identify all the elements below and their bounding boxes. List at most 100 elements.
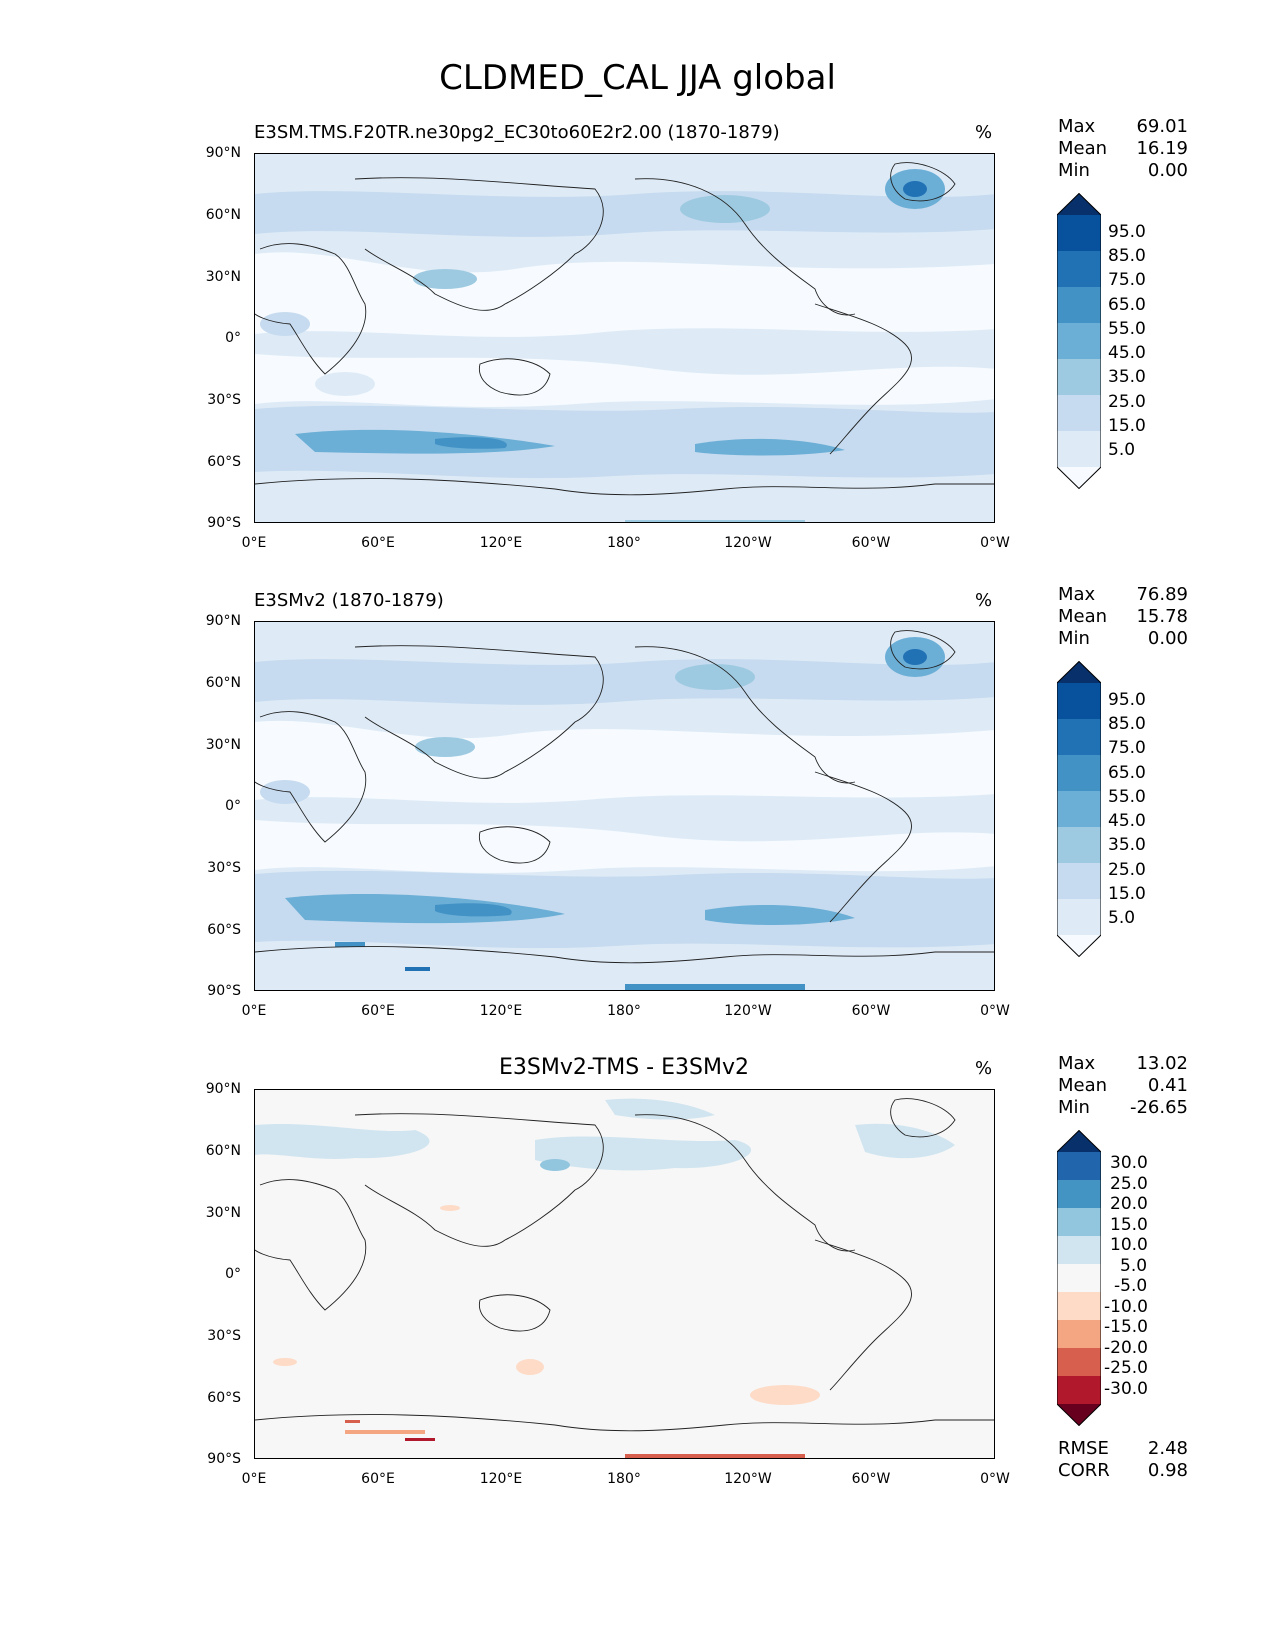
colorbar-swatch [1057, 1404, 1101, 1426]
cb1-label-9: 5.0 [1108, 440, 1136, 460]
panel-1-colorbar [1056, 192, 1102, 490]
stat-min: Min -26.65 [1058, 1097, 1188, 1118]
ytick-60s: 60°S [207, 454, 241, 470]
colorbar-swatch [1057, 359, 1101, 396]
panel-1-map [254, 153, 995, 523]
xtick-180: 180° [607, 535, 641, 551]
xtick-0e: 0°E [241, 1003, 267, 1019]
cb2-label-5: 45.0 [1108, 811, 1146, 831]
cb2-label-2: 75.0 [1108, 738, 1146, 758]
cb2-label-8: 15.0 [1108, 884, 1146, 904]
ytick-30s: 30°S [207, 860, 241, 876]
xtick-0e: 0°E [241, 535, 267, 551]
cb2-label-3: 65.0 [1108, 763, 1146, 783]
cb1-label-8: 15.0 [1108, 416, 1146, 436]
panel-1-field [255, 154, 994, 522]
ytick-90n: 90°N [205, 1081, 241, 1097]
cb3-label-10: -25.0 [1104, 1358, 1148, 1378]
stat-min: Min 0.00 [1058, 160, 1188, 181]
xtick-120w: 120°W [724, 535, 772, 551]
panel-1-title: E3SM.TMS.F20TR.ne30pg2_EC30to60E2r2.00 (… [254, 122, 780, 143]
xtick-0w: 0°W [980, 1471, 1010, 1487]
cb3-label-4: 10.0 [1110, 1235, 1148, 1255]
ytick-90s: 90°S [207, 515, 241, 531]
cb1-label-3: 65.0 [1108, 295, 1146, 315]
cb3-label-8: -15.0 [1104, 1317, 1148, 1337]
colorbar-swatch [1057, 827, 1101, 864]
cb2-label-7: 25.0 [1108, 860, 1146, 880]
cb1-label-2: 75.0 [1108, 270, 1146, 290]
cb3-label-5: 5.0 [1120, 1256, 1148, 1276]
colorbar-swatch [1057, 719, 1101, 756]
metric-rmse: RMSE 2.48 [1058, 1438, 1188, 1459]
ytick-90s: 90°S [207, 1451, 241, 1467]
colorbar-swatch [1057, 1292, 1101, 1321]
colorbar-swatch [1057, 395, 1101, 432]
cb3-label-11: -30.0 [1104, 1379, 1148, 1399]
panel-2-map [254, 621, 995, 991]
panel-3-unit: % [975, 1058, 993, 1079]
stat-mean: Mean 16.19 [1058, 138, 1188, 159]
cb1-label-0: 95.0 [1108, 222, 1146, 242]
ytick-60s: 60°S [207, 1390, 241, 1406]
xtick-60e: 60°E [361, 1003, 395, 1019]
panel-1-colorbar-swatches [1056, 192, 1102, 490]
panel-2-unit: % [975, 590, 993, 611]
cb1-label-5: 45.0 [1108, 343, 1146, 363]
figure-title: CLDMED_CAL JJA global [439, 58, 836, 98]
ytick-90n: 90°N [205, 145, 241, 161]
ytick-30s: 30°S [207, 392, 241, 408]
stat-max: Max 69.01 [1058, 116, 1188, 137]
colorbar-swatch [1057, 1376, 1101, 1405]
ytick-60n: 60°N [205, 207, 241, 223]
colorbar-swatch [1057, 1130, 1101, 1152]
ytick-60s: 60°S [207, 922, 241, 938]
colorbar-swatch [1057, 1180, 1101, 1209]
colorbar-swatch [1057, 1152, 1101, 1181]
colorbar-swatch [1057, 323, 1101, 360]
xtick-60w: 60°W [851, 1003, 891, 1019]
ytick-0: 0° [225, 330, 241, 346]
cb3-label-9: -20.0 [1104, 1338, 1148, 1358]
ytick-90n: 90°N [205, 613, 241, 629]
colorbar-swatch [1057, 661, 1101, 683]
colorbar-swatch [1057, 1320, 1101, 1349]
panel-2-colorbar-swatches [1056, 660, 1102, 958]
stat-mean: Mean 0.41 [1058, 1075, 1188, 1096]
xtick-60w: 60°W [851, 535, 891, 551]
cb3-label-6: -5.0 [1114, 1276, 1148, 1296]
cb2-label-0: 95.0 [1108, 690, 1146, 710]
cb1-label-7: 25.0 [1108, 392, 1146, 412]
xtick-60e: 60°E [361, 535, 395, 551]
ytick-30n: 30°N [205, 1205, 241, 1221]
panel-3-title: E3SMv2-TMS - E3SMv2 [499, 1055, 749, 1080]
colorbar-swatch [1057, 1208, 1101, 1237]
xtick-120e: 120°E [479, 1471, 523, 1487]
xtick-60e: 60°E [361, 1471, 395, 1487]
colorbar-swatch [1057, 431, 1101, 468]
ytick-60n: 60°N [205, 675, 241, 691]
stat-mean: Mean 15.78 [1058, 606, 1188, 627]
cb2-label-1: 85.0 [1108, 714, 1146, 734]
colorbar-swatch [1057, 791, 1101, 828]
colorbar-swatch [1057, 755, 1101, 792]
xtick-120w: 120°W [724, 1471, 772, 1487]
xtick-120e: 120°E [479, 535, 523, 551]
xtick-120e: 120°E [479, 1003, 523, 1019]
xtick-0w: 0°W [980, 1003, 1010, 1019]
xtick-0w: 0°W [980, 535, 1010, 551]
cb3-label-0: 30.0 [1110, 1153, 1148, 1173]
ytick-90s: 90°S [207, 983, 241, 999]
colorbar-swatch [1057, 467, 1101, 489]
colorbar-swatch [1057, 215, 1101, 252]
panel-2-field [255, 622, 994, 990]
cb3-label-3: 15.0 [1110, 1215, 1148, 1235]
xtick-0e: 0°E [241, 1471, 267, 1487]
ytick-0: 0° [225, 798, 241, 814]
cb2-label-6: 35.0 [1108, 835, 1146, 855]
colorbar-swatch [1057, 1348, 1101, 1377]
panel-2-title: E3SMv2 (1870-1879) [254, 590, 444, 611]
cb3-label-7: -10.0 [1104, 1297, 1148, 1317]
cb2-label-4: 55.0 [1108, 787, 1146, 807]
panel-3-field [255, 1090, 994, 1458]
